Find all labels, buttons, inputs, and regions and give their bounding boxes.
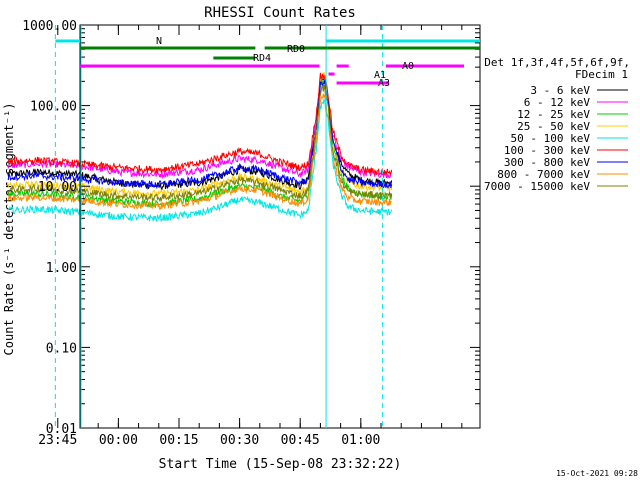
night-label: N xyxy=(156,36,162,47)
y-tick-label: 100.00 xyxy=(30,100,77,115)
y-tick-label: 1000.00 xyxy=(22,19,77,34)
x-tick-label: 00:15 xyxy=(159,433,198,448)
legend-entry-label: 25 - 50 keV xyxy=(517,120,590,133)
legend-entry-label: 300 - 800 keV xyxy=(504,156,590,169)
y-tick-label: 10.00 xyxy=(38,180,77,195)
a1-label: A1 xyxy=(374,70,386,81)
y-tick-label: 0.01 xyxy=(46,422,77,437)
legend-entry-label: 3 - 6 keV xyxy=(530,84,590,97)
x-tick-label: 00:45 xyxy=(281,433,320,448)
timestamp-label: 15-Oct-2021 09:28 xyxy=(556,469,638,478)
legend-entry-label: 800 - 7000 keV xyxy=(497,168,590,181)
legend-subtitle: FDecim 1 xyxy=(575,68,628,81)
y-axis-label: Count Rate (s⁻¹ detector segment⁻¹) xyxy=(2,103,16,356)
a3-label: A3 xyxy=(378,78,390,89)
x-tick-label: 00:30 xyxy=(220,433,259,448)
legend-entry-label: 12 - 25 keV xyxy=(517,108,590,121)
series-line-6 xyxy=(7,72,393,177)
rd0-label: RD0 xyxy=(287,44,305,55)
x-tick-label: 23:45 xyxy=(38,433,77,448)
legend-entry-label: 7000 - 15000 keV xyxy=(484,180,590,193)
y-tick-label: 0.10 xyxy=(46,341,77,356)
a0-label: A0 xyxy=(402,61,414,72)
legend-entry-label: 100 - 300 keV xyxy=(504,144,590,157)
legend-entry-label: 50 - 100 keV xyxy=(511,132,591,145)
chart-title: RHESSI Count Rates xyxy=(204,5,356,21)
y-tick-label: 1.00 xyxy=(46,261,77,276)
legend-entry-label: 6 - 12 keV xyxy=(524,96,591,109)
x-tick-label: 00:00 xyxy=(99,433,138,448)
series-line-8 xyxy=(7,93,392,210)
x-tick-label: 01:00 xyxy=(341,433,380,448)
legend-title: Det 1f,3f,4f,5f,6f,9f, xyxy=(484,56,630,69)
plot-frame xyxy=(79,24,481,429)
series-line-9 xyxy=(7,85,393,203)
rd4-label: RD4 xyxy=(253,53,271,64)
x-axis-label: Start Time (15-Sep-08 23:32:22) xyxy=(159,457,402,472)
